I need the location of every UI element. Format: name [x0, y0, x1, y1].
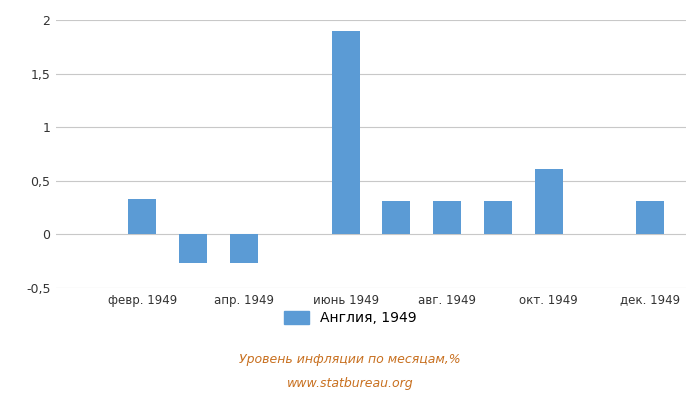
Bar	[230, 234, 258, 263]
Bar	[332, 31, 360, 234]
Bar	[484, 201, 512, 234]
Bar	[433, 201, 461, 234]
Bar	[535, 169, 563, 234]
Bar	[382, 201, 410, 234]
Text: www.statbureau.org: www.statbureau.org	[287, 378, 413, 390]
Legend: Англия, 1949: Англия, 1949	[284, 311, 416, 325]
Bar	[636, 201, 664, 234]
Bar	[179, 234, 207, 263]
Text: Уровень инфляции по месяцам,%: Уровень инфляции по месяцам,%	[239, 354, 461, 366]
Bar	[128, 199, 156, 234]
